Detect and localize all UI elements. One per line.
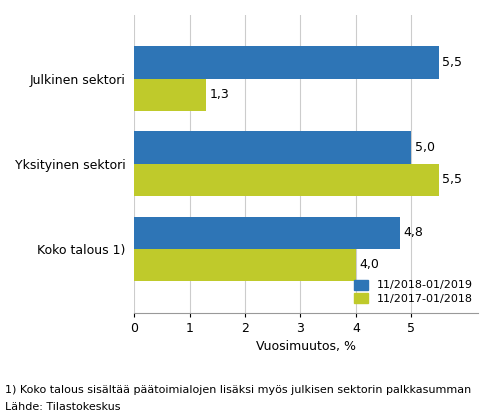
Text: Lähde: Tilastokeskus: Lähde: Tilastokeskus xyxy=(5,402,120,412)
X-axis label: Vuosimuutos, %: Vuosimuutos, % xyxy=(256,340,356,353)
Bar xyxy=(134,164,439,196)
Text: 1,3: 1,3 xyxy=(210,89,229,102)
Bar xyxy=(134,216,400,249)
Bar xyxy=(134,131,412,164)
Text: 1) Koko talous sisältää päätoimialojen lisäksi myös julkisen sektorin palkkasumm: 1) Koko talous sisältää päätoimialojen l… xyxy=(5,385,471,395)
Text: 5,0: 5,0 xyxy=(415,141,435,154)
Text: 4,8: 4,8 xyxy=(404,226,423,239)
Text: 5,5: 5,5 xyxy=(443,173,462,186)
Legend: 11/2018-01/2019, 11/2017-01/2018: 11/2018-01/2019, 11/2017-01/2018 xyxy=(354,280,472,304)
Bar xyxy=(134,249,356,281)
Text: 5,5: 5,5 xyxy=(443,56,462,69)
Text: 4,0: 4,0 xyxy=(359,258,379,272)
Bar xyxy=(134,47,439,79)
Bar xyxy=(134,79,206,111)
